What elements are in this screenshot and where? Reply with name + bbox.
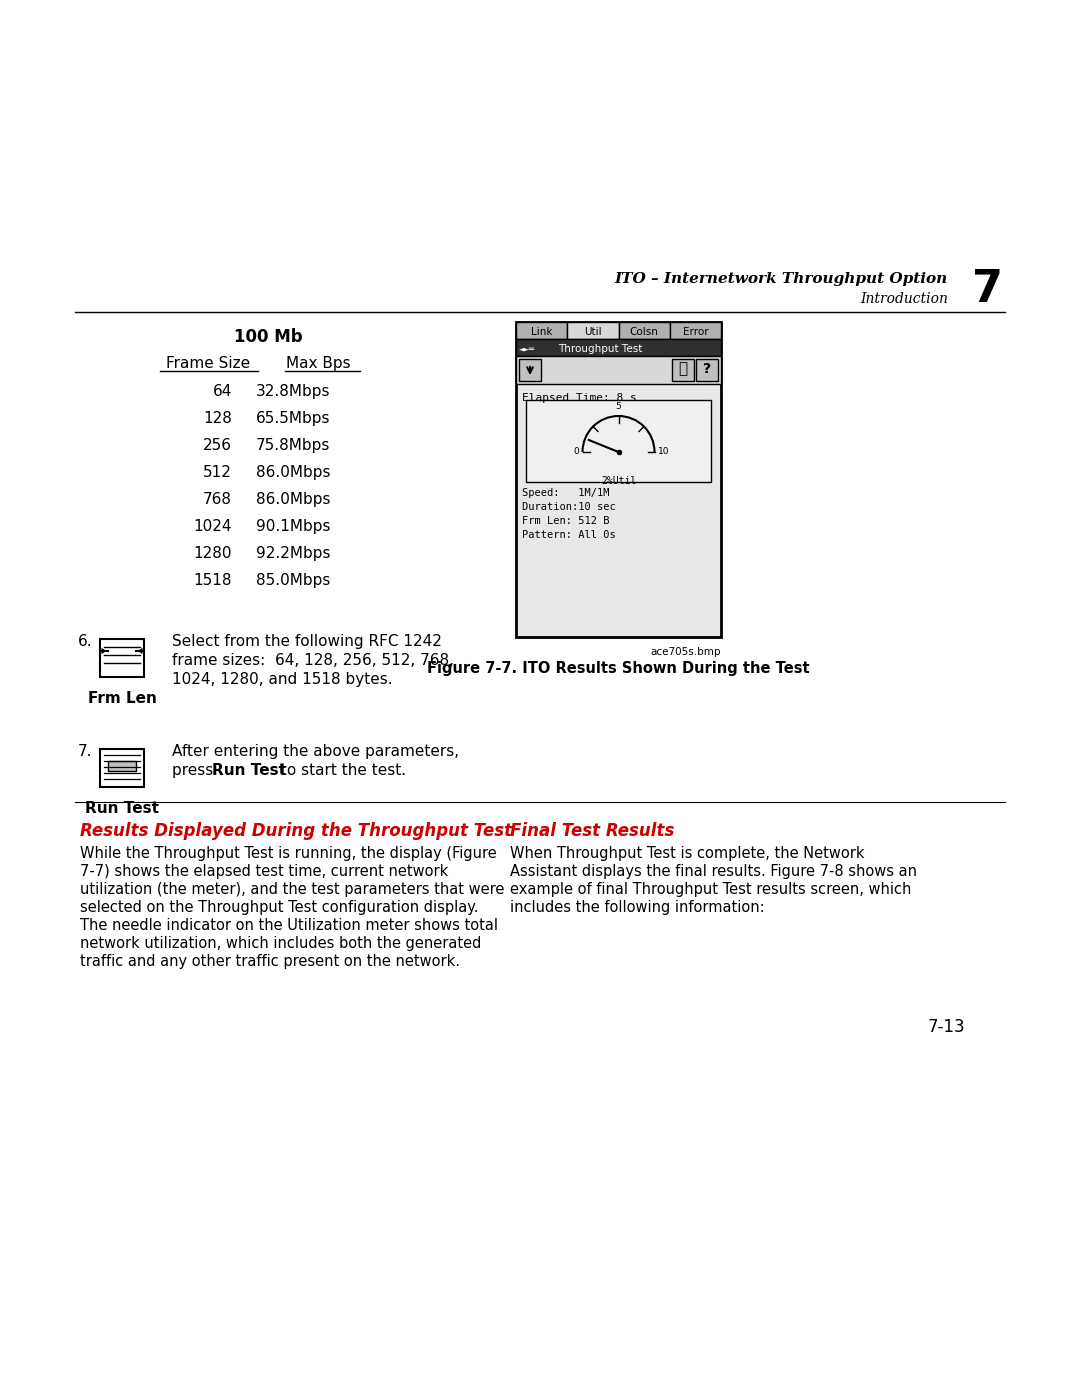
Text: 65.5Mbps: 65.5Mbps — [256, 411, 330, 426]
Text: Figure 7-7. ITO Results Shown During the Test: Figure 7-7. ITO Results Shown During the… — [428, 661, 810, 676]
FancyBboxPatch shape — [567, 321, 619, 339]
Text: Link: Link — [531, 327, 552, 337]
Text: frame sizes:  64, 128, 256, 512, 768,: frame sizes: 64, 128, 256, 512, 768, — [172, 652, 454, 668]
Text: While the Throughput Test is running, the display (Figure: While the Throughput Test is running, th… — [80, 847, 497, 861]
Text: Results Displayed During the Throughput Test: Results Displayed During the Throughput … — [80, 821, 512, 840]
Text: Frame Size: Frame Size — [166, 356, 251, 372]
FancyBboxPatch shape — [108, 761, 136, 771]
Text: 1024: 1024 — [193, 520, 232, 534]
Text: 1518: 1518 — [193, 573, 232, 588]
FancyBboxPatch shape — [672, 359, 694, 381]
Text: 1280: 1280 — [193, 546, 232, 562]
Text: ⎙: ⎙ — [678, 362, 688, 377]
Text: Pattern: All 0s: Pattern: All 0s — [522, 529, 616, 541]
Text: 32.8Mbps: 32.8Mbps — [256, 384, 330, 400]
Text: 6.: 6. — [78, 634, 93, 650]
Text: Run Test: Run Test — [212, 763, 286, 778]
Text: 90.1Mbps: 90.1Mbps — [256, 520, 330, 534]
FancyBboxPatch shape — [100, 749, 144, 787]
FancyBboxPatch shape — [100, 638, 144, 678]
Text: 85.0Mbps: 85.0Mbps — [256, 573, 330, 588]
Text: 64: 64 — [213, 384, 232, 400]
Text: Assistant displays the final results. Figure 7-8 shows an: Assistant displays the final results. Fi… — [510, 863, 917, 879]
Text: Colsn: Colsn — [630, 327, 659, 337]
Text: to start the test.: to start the test. — [276, 763, 406, 778]
Text: 2%Util: 2%Util — [600, 476, 636, 486]
Text: After entering the above parameters,: After entering the above parameters, — [172, 745, 459, 759]
Text: 86.0Mbps: 86.0Mbps — [256, 465, 330, 481]
FancyBboxPatch shape — [526, 400, 711, 482]
Text: 128: 128 — [203, 411, 232, 426]
Text: press: press — [172, 763, 218, 778]
Text: includes the following information:: includes the following information: — [510, 900, 765, 915]
Text: 512: 512 — [203, 465, 232, 481]
Text: network utilization, which includes both the generated: network utilization, which includes both… — [80, 936, 482, 951]
Text: Introduction: Introduction — [860, 292, 948, 306]
FancyBboxPatch shape — [516, 356, 721, 384]
Text: 75.8Mbps: 75.8Mbps — [256, 439, 330, 453]
Text: Run Test: Run Test — [85, 800, 159, 816]
Text: 7-7) shows the elapsed test time, current network: 7-7) shows the elapsed test time, curren… — [80, 863, 448, 879]
Text: 5: 5 — [616, 402, 621, 411]
Text: Duration:10 sec: Duration:10 sec — [522, 502, 616, 511]
Text: 0: 0 — [573, 447, 580, 457]
Text: 7: 7 — [972, 268, 1003, 312]
Text: 92.2Mbps: 92.2Mbps — [256, 546, 330, 562]
Text: When Throughput Test is complete, the Network: When Throughput Test is complete, the Ne… — [510, 847, 864, 861]
Text: Select from the following RFC 1242: Select from the following RFC 1242 — [172, 634, 442, 650]
Text: ace705s.bmp: ace705s.bmp — [650, 647, 721, 657]
Text: 768: 768 — [203, 492, 232, 507]
Text: 10: 10 — [658, 447, 669, 457]
Text: Elapsed Time: 8 s: Elapsed Time: 8 s — [522, 393, 637, 402]
Text: 1024, 1280, and 1518 bytes.: 1024, 1280, and 1518 bytes. — [172, 672, 393, 687]
Text: utilization (the meter), and the test parameters that were: utilization (the meter), and the test pa… — [80, 882, 504, 897]
Text: Frm Len: 512 B: Frm Len: 512 B — [522, 515, 609, 527]
FancyBboxPatch shape — [516, 339, 721, 356]
Text: selected on the Throughput Test configuration display.: selected on the Throughput Test configur… — [80, 900, 478, 915]
Text: traffic and any other traffic present on the network.: traffic and any other traffic present on… — [80, 954, 460, 970]
Text: ?: ? — [703, 362, 711, 376]
Text: ITO – Internetwork Throughput Option: ITO – Internetwork Throughput Option — [615, 272, 948, 286]
Text: 86.0Mbps: 86.0Mbps — [256, 492, 330, 507]
FancyBboxPatch shape — [696, 359, 718, 381]
Text: 100 Mb: 100 Mb — [233, 328, 302, 346]
Text: Final Test Results: Final Test Results — [510, 821, 674, 840]
Text: ◄►═: ◄►═ — [519, 345, 535, 353]
FancyBboxPatch shape — [670, 321, 721, 339]
FancyBboxPatch shape — [619, 321, 670, 339]
Text: 7-13: 7-13 — [928, 1018, 966, 1037]
Text: 7.: 7. — [78, 745, 93, 759]
Text: Throughput Test: Throughput Test — [558, 344, 643, 353]
FancyBboxPatch shape — [519, 359, 541, 381]
Text: example of final Throughput Test results screen, which: example of final Throughput Test results… — [510, 882, 912, 897]
FancyBboxPatch shape — [516, 321, 721, 637]
Text: Error: Error — [683, 327, 708, 337]
FancyBboxPatch shape — [516, 321, 567, 339]
Text: The needle indicator on the Utilization meter shows total: The needle indicator on the Utilization … — [80, 918, 498, 933]
Text: Util: Util — [584, 327, 602, 337]
Text: Max Bps: Max Bps — [286, 356, 350, 372]
Text: Speed:   1M/1M: Speed: 1M/1M — [522, 488, 609, 497]
Text: Frm Len: Frm Len — [87, 692, 157, 705]
Text: 256: 256 — [203, 439, 232, 453]
